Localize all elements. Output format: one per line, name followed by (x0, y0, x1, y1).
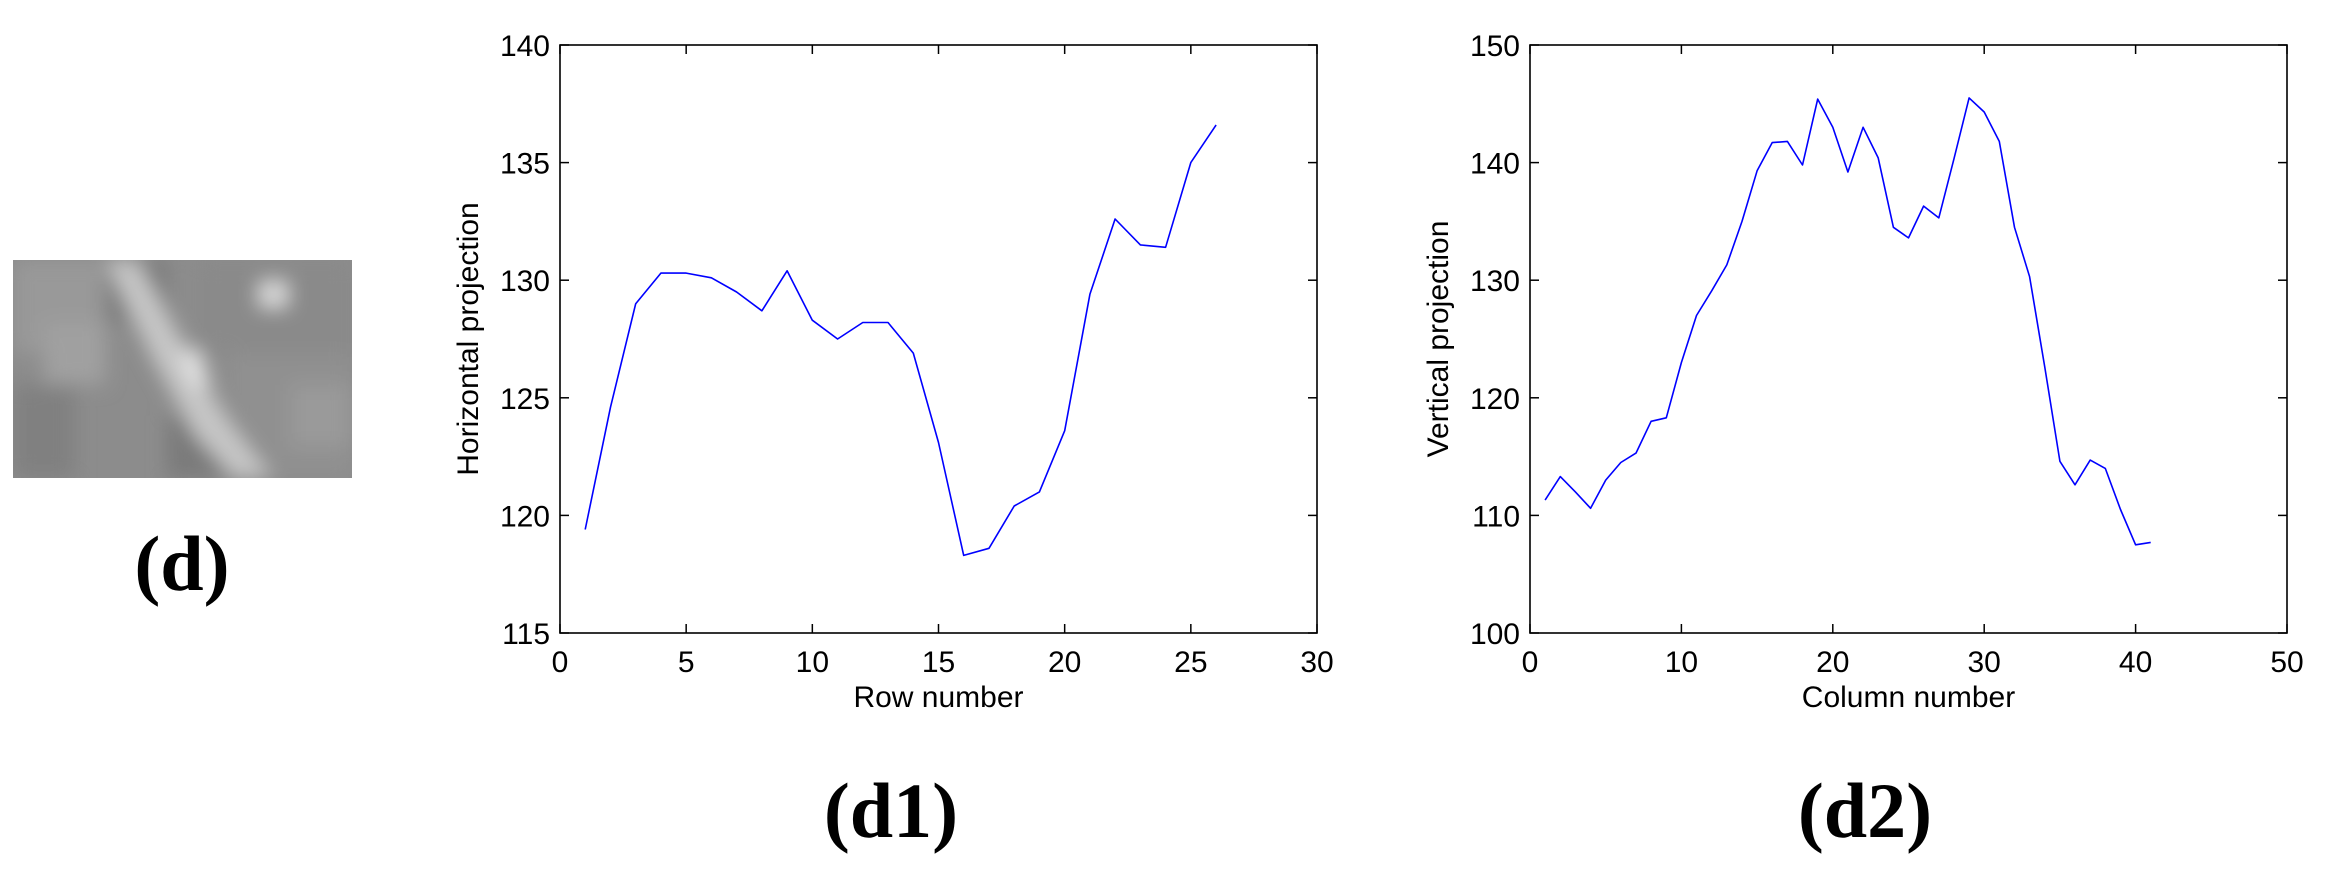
y-tick-label: 130 (1470, 265, 1520, 298)
panel-label-d1: (d1) (823, 767, 959, 854)
x-axis-label: Row number (853, 681, 1023, 714)
x-axis-label: Column number (1802, 681, 2015, 714)
y-tick-label: 140 (1470, 148, 1520, 181)
grayscale-image-patch (13, 260, 352, 478)
panel-label-d2: (d2) (1797, 767, 1933, 854)
x-tick-label: 0 (1522, 646, 1539, 679)
y-tick-label: 110 (1472, 500, 1520, 533)
panel-label-d: (d) (134, 520, 230, 607)
y-axis-label: Vertical projection (1422, 221, 1455, 458)
vertical-projection-chart: 0 10 20 30 40 50 100 110 120 130 140 150 Column numb… (1422, 30, 2304, 714)
plot-area-frame (1529, 44, 2288, 634)
projection-series-line (1544, 97, 2151, 546)
y-tick-label: 150 (1470, 30, 1520, 63)
y-tick-label: 115 (502, 618, 550, 651)
y-axis-label: Horizontal projection (452, 202, 485, 475)
x-tick-label: 25 (1174, 646, 1207, 679)
x-tick-label: 5 (678, 646, 695, 679)
x-tick-label: 30 (1300, 646, 1333, 679)
y-tick-label: 100 (1470, 618, 1520, 651)
x-tick-label: 50 (2270, 646, 2303, 679)
y-tick-label: 130 (500, 265, 550, 298)
horizontal-projection-chart: 0 5 10 15 20 25 30 115 120 125 130 135 140 Row number… (452, 30, 1334, 714)
x-tick-label: 10 (1665, 646, 1698, 679)
x-tick-label: 15 (922, 646, 955, 679)
projection-series-line (584, 124, 1217, 557)
y-tick-label: 120 (500, 500, 550, 533)
plot-area-frame (559, 44, 1318, 634)
x-tick-label: 10 (796, 646, 829, 679)
x-tick-label: 20 (1816, 646, 1849, 679)
x-tick-label: 30 (1968, 646, 2001, 679)
x-tick-label: 40 (2119, 646, 2152, 679)
y-tick-label: 140 (500, 30, 550, 63)
y-tick-label: 125 (500, 383, 550, 416)
x-tick-label: 20 (1048, 646, 1081, 679)
y-tick-label: 120 (1470, 383, 1520, 416)
x-tick-label: 0 (552, 646, 569, 679)
y-tick-label: 135 (500, 148, 550, 181)
